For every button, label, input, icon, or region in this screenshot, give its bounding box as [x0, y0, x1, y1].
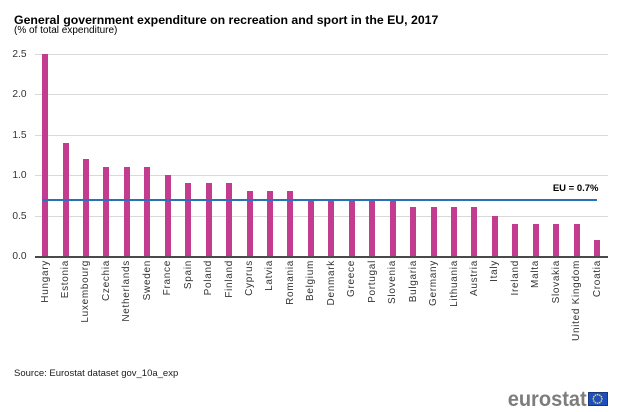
- svg-text:eurostat: eurostat: [508, 387, 587, 411]
